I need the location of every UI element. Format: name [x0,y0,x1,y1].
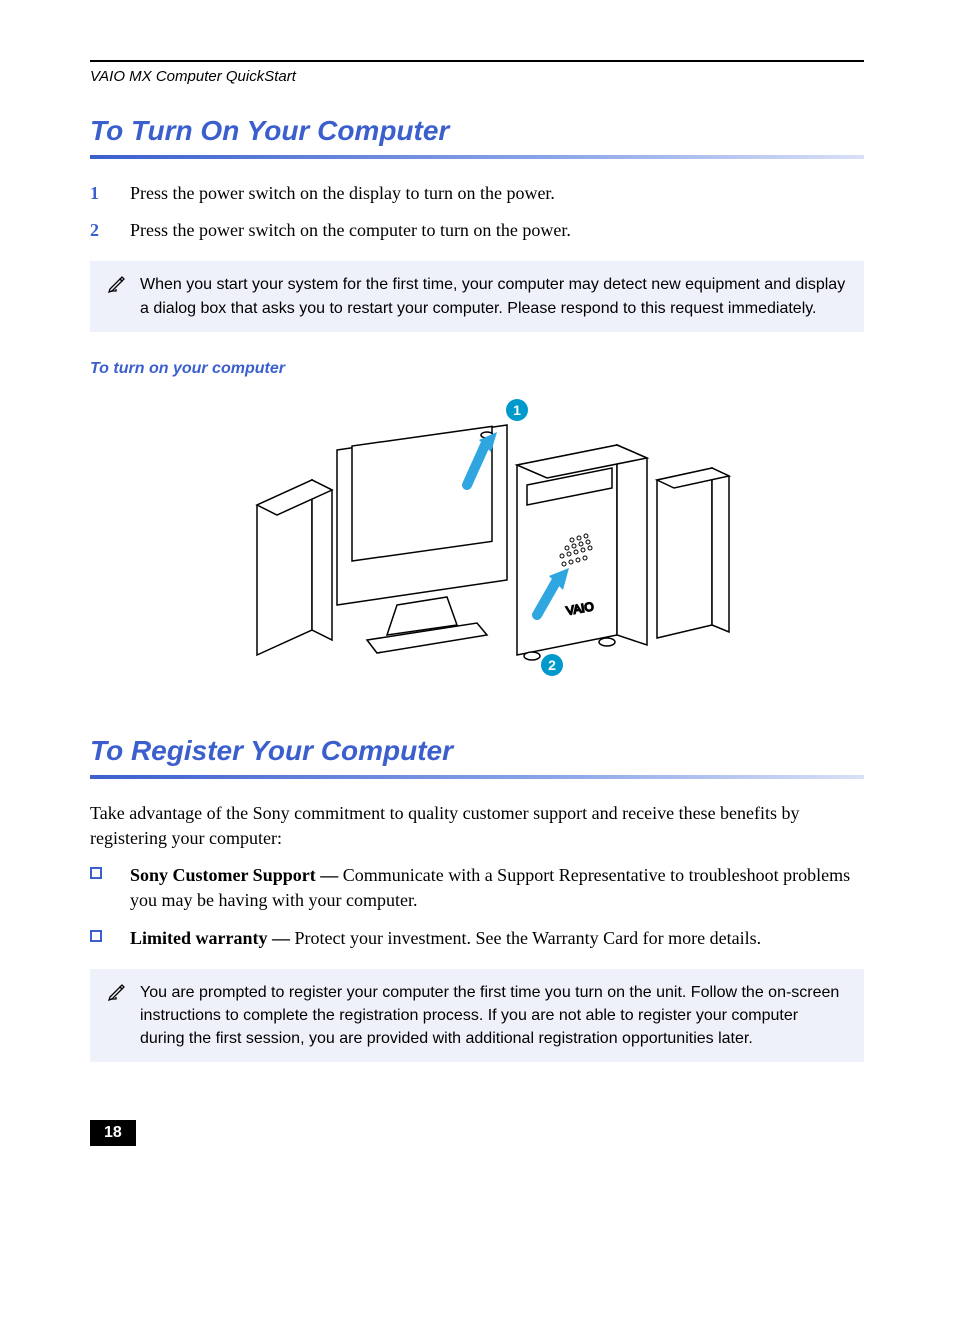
note-box-1: When you start your system for the first… [90,261,864,331]
note-box-2: You are prompted to register your comput… [90,969,864,1063]
step-number: 1 [90,181,130,206]
doc-header: VAIO MX Computer QuickStart [90,68,864,85]
step-text: Press the power switch on the computer t… [130,218,571,243]
pencil-note-icon [108,983,130,1006]
callout-2-label: 2 [548,657,556,673]
section2-bullets: Sony Customer Support — Communicate with… [90,863,864,951]
bullet-text: Sony Customer Support — Communicate with… [130,863,864,913]
step-item: 1 Press the power switch on the display … [90,181,864,206]
bullet-lead: Sony Customer Support — [130,865,343,885]
section2-title: To Register Your Computer [90,735,864,767]
bullet-item: Sony Customer Support — Communicate with… [90,863,864,913]
section2-intro: Take advantage of the Sony commitment to… [90,801,864,851]
bullet-lead: Limited warranty — [130,928,294,948]
bullet-rest: Protect your investment. See the Warrant… [294,928,761,948]
step-item: 2 Press the power switch on the computer… [90,218,864,243]
section1-steps: 1 Press the power switch on the display … [90,181,864,243]
bullet-item: Limited warranty — Protect your investme… [90,926,864,951]
section1-title: To Turn On Your Computer [90,115,864,147]
section2-rule [90,775,864,779]
page-number: 18 [90,1120,136,1146]
figure-caption: To turn on your computer [90,360,864,378]
step-number: 2 [90,218,130,243]
bullet-square-icon [90,926,130,951]
note-text: You are prompted to register your comput… [140,981,846,1051]
section1-rule [90,155,864,159]
note-text: When you start your system for the first… [140,273,846,319]
bullet-square-icon [90,863,130,888]
step-text: Press the power switch on the display to… [130,181,555,206]
pencil-note-icon [108,275,130,298]
header-rule [90,60,864,62]
callout-1-label: 1 [513,402,521,418]
bullet-text: Limited warranty — Protect your investme… [130,926,761,951]
computer-figure: 1 VAIO 2 [90,390,864,695]
